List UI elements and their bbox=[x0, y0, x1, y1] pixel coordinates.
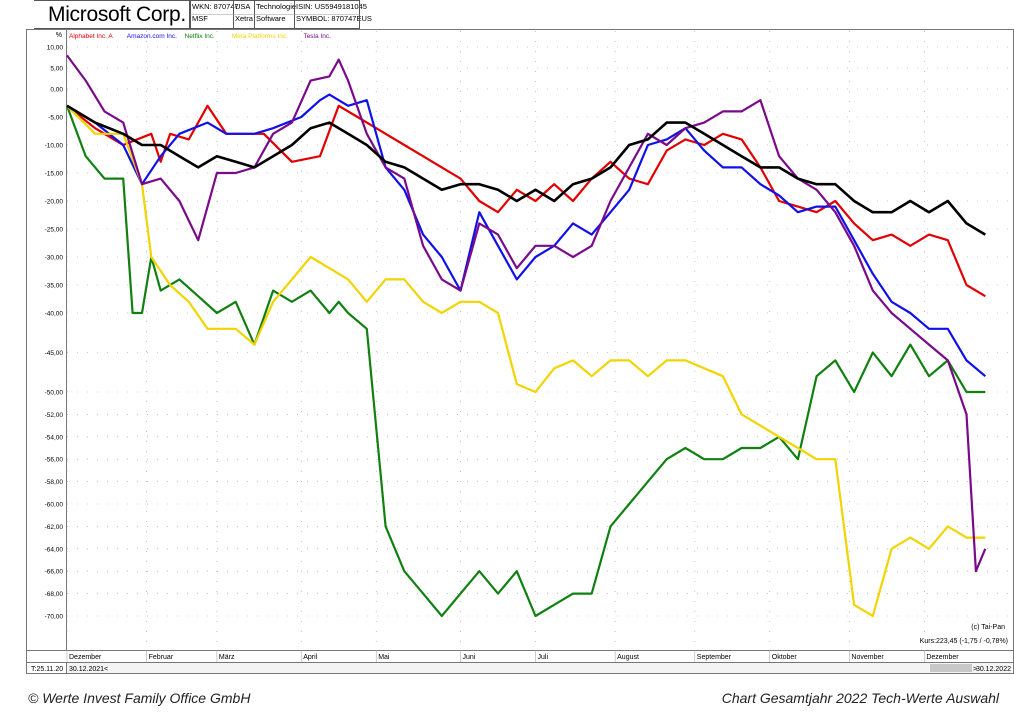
y-tick-label: -40,00 bbox=[45, 311, 64, 318]
y-tick-label: -52,00 bbox=[45, 412, 64, 419]
watermark: (c) Tai-Pan bbox=[971, 624, 1005, 631]
y-tick-label: -45,00 bbox=[45, 350, 64, 357]
footer-caption: Chart Gesamtjahr 2022 Tech-Werte Auswahl bbox=[721, 690, 999, 706]
scroll-right-arrow[interactable]: > bbox=[973, 666, 977, 673]
y-tick-label: 5,00 bbox=[50, 66, 63, 73]
x-tick-label: Februar bbox=[149, 654, 174, 661]
legend-entry: Meta Platforms Inc. bbox=[232, 33, 288, 40]
series-line-meta-platforms-inc- bbox=[66, 105, 986, 618]
symbol-short-label: MSF bbox=[192, 14, 208, 23]
series-line-amazon-com-inc- bbox=[66, 93, 987, 378]
y-axis: 10,00 5,00 0,00 -5,00 -10,00 -15,00 -20,00 -25,… bbox=[45, 45, 64, 621]
y-tick-label: -70,00 bbox=[45, 614, 64, 621]
x-tick-label: November bbox=[851, 654, 884, 661]
x-tick-label: März bbox=[219, 654, 235, 661]
y-tick-label: -25,00 bbox=[45, 227, 64, 234]
y-tick-label: -50,00 bbox=[45, 390, 64, 397]
x-tick-label: April bbox=[303, 654, 317, 661]
y-axis-unit: % bbox=[56, 32, 62, 39]
corner-label: T:25.11.20 bbox=[31, 666, 63, 673]
scroll-end-date: 30.12.2022 bbox=[976, 666, 1011, 673]
x-tick-label: Oktober bbox=[772, 654, 798, 661]
y-tick-label: -64,00 bbox=[45, 546, 64, 553]
y-tick-label: 10,00 bbox=[47, 45, 64, 52]
y-tick-label: -62,00 bbox=[45, 524, 64, 531]
scrollbar-thumb[interactable] bbox=[930, 664, 972, 672]
isin-label: ISIN: US5949181045 bbox=[296, 2, 367, 11]
y-tick-label: -56,00 bbox=[45, 457, 64, 464]
footer-copyright: © Werte Invest Family Office GmbH bbox=[28, 690, 251, 706]
exchange-label: Xetra bbox=[235, 14, 253, 23]
wkn-label: WKN: 870747 bbox=[192, 2, 239, 11]
legend: Alphabet Inc. A Amazon.com Inc. Netflix In… bbox=[69, 33, 331, 40]
x-tick-label: Juni bbox=[463, 654, 476, 661]
x-tick-label: Juli bbox=[538, 654, 549, 661]
series-lines bbox=[65, 54, 987, 618]
series-line-microsoft-corp- bbox=[66, 104, 986, 236]
y-tick-label: -15,00 bbox=[45, 171, 64, 178]
legend-entry: Tesla Inc. bbox=[303, 33, 331, 40]
legend-entry: Alphabet Inc. A bbox=[69, 33, 113, 40]
y-tick-label: -68,00 bbox=[45, 591, 64, 598]
y-tick-label: -30,00 bbox=[45, 255, 64, 262]
y-tick-label: -35,00 bbox=[45, 283, 64, 290]
x-axis: Dezember Februar März April Mai Juni Juli Augus… bbox=[66, 650, 959, 662]
scroll-left-arrow[interactable]: < bbox=[104, 666, 108, 673]
y-tick-label: -60,00 bbox=[45, 502, 64, 509]
y-tick-label: -5,00 bbox=[48, 115, 63, 122]
scroll-start-date: 30.12.2021 bbox=[69, 666, 104, 673]
y-tick-label: -10,00 bbox=[45, 143, 64, 150]
y-tick-label: 0,00 bbox=[50, 87, 63, 94]
country-label: USA bbox=[235, 2, 251, 11]
series-line-netflix-inc- bbox=[65, 105, 986, 618]
y-tick-label: -66,00 bbox=[45, 569, 64, 576]
symbol-label: SYMBOL: 870747EUS bbox=[296, 14, 372, 23]
subsector-label: Software bbox=[256, 14, 286, 23]
stock-title-box: Microsoft Corp. bbox=[34, 0, 190, 28]
stock-title: Microsoft Corp. bbox=[48, 3, 186, 26]
y-tick-label: -20,00 bbox=[45, 199, 64, 206]
x-tick-label: September bbox=[697, 654, 732, 661]
legend-entry: Amazon.com Inc. bbox=[127, 33, 177, 40]
timeline-scrollbar[interactable] bbox=[67, 663, 1012, 673]
y-tick-label: -54,00 bbox=[45, 434, 64, 441]
sector-label: Technologie bbox=[256, 2, 297, 11]
series-line-alphabet-inc-a bbox=[66, 104, 986, 298]
y-tick-label: -58,00 bbox=[45, 479, 64, 486]
x-tick-label: Mai bbox=[378, 654, 390, 661]
kurs-readout: Kurs:223,45 (-1,75 / -0,78%) bbox=[920, 638, 1008, 645]
legend-entry: Netflix Inc. bbox=[185, 33, 216, 40]
x-tick-label: August bbox=[617, 654, 639, 661]
x-tick-label: Dezember bbox=[69, 654, 102, 661]
x-tick-label: Dezember bbox=[926, 654, 959, 661]
series-line-tesla-inc- bbox=[66, 54, 987, 573]
